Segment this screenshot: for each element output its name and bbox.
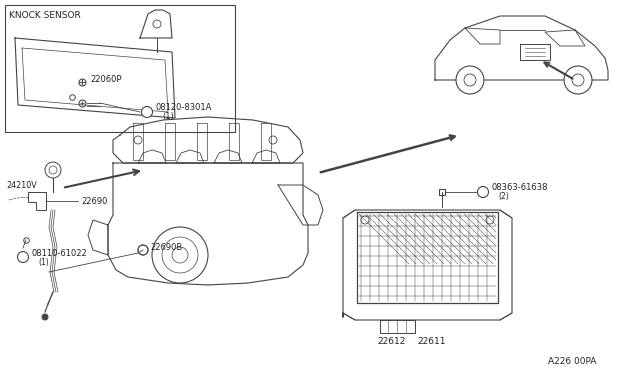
Circle shape	[456, 66, 484, 94]
Text: S: S	[481, 187, 485, 196]
Text: 22690: 22690	[81, 196, 108, 205]
Circle shape	[17, 251, 29, 263]
Text: 22612: 22612	[377, 337, 405, 346]
Circle shape	[42, 314, 48, 320]
Text: KNOCK SENSOR: KNOCK SENSOR	[9, 12, 81, 20]
Circle shape	[141, 106, 152, 118]
Circle shape	[477, 186, 488, 198]
Text: 22060P: 22060P	[90, 74, 122, 83]
Text: 22611: 22611	[417, 337, 445, 346]
Text: 08363-61638: 08363-61638	[491, 183, 547, 192]
Text: A226 00PA: A226 00PA	[548, 357, 596, 366]
Text: (2): (2)	[498, 192, 509, 202]
Text: 08120-8301A: 08120-8301A	[155, 103, 211, 112]
Circle shape	[564, 66, 592, 94]
Text: (1): (1)	[162, 112, 173, 122]
Text: B: B	[145, 108, 150, 116]
Text: 08110-61022: 08110-61022	[31, 248, 87, 257]
Text: 22690B: 22690B	[150, 244, 182, 253]
Text: 24210V: 24210V	[6, 182, 36, 190]
Circle shape	[152, 227, 208, 283]
Circle shape	[45, 162, 61, 178]
Text: R: R	[20, 253, 26, 262]
Bar	[5, 5, 235, 132]
Text: (1): (1)	[38, 257, 49, 266]
